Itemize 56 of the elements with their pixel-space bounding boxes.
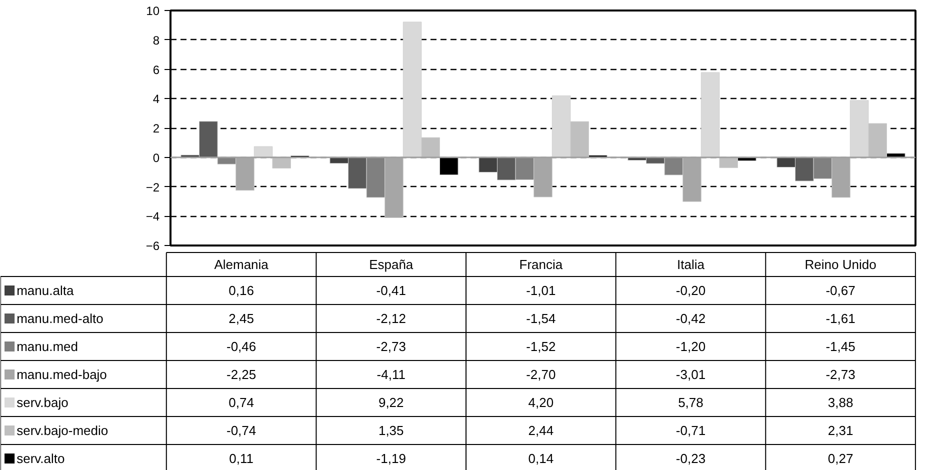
x-tick-label: España xyxy=(369,257,414,272)
data-label: -2,12 xyxy=(376,311,406,326)
legend-label: manu.med xyxy=(16,339,78,354)
data-label: 0,16 xyxy=(228,283,254,298)
data-label: 0,11 xyxy=(229,451,254,466)
data-label: -2,73 xyxy=(826,367,856,382)
x-tick-label: Reino Unido xyxy=(804,257,876,272)
data-label: 0,27 xyxy=(828,451,854,466)
data-label: -0,42 xyxy=(676,311,706,326)
y-tick-label: −2 xyxy=(146,180,160,194)
data-label: -1,61 xyxy=(826,311,856,326)
y-tick-label: 4 xyxy=(152,92,160,106)
data-label: 9,22 xyxy=(378,395,404,410)
data-label: -0,67 xyxy=(826,283,856,298)
data-label: -2,70 xyxy=(526,367,556,382)
x-tick-label: Francia xyxy=(519,257,564,272)
data-label: -0,74 xyxy=(226,423,256,438)
data-label: 0,14 xyxy=(528,451,554,466)
data-label: 0,74 xyxy=(228,395,254,410)
data-label: -1,19 xyxy=(376,451,406,466)
data-label: -0,41 xyxy=(376,283,406,298)
legend-label: manu.alta xyxy=(16,283,74,298)
legend-label: serv.bajo xyxy=(16,395,68,410)
data-label: 3,88 xyxy=(828,395,854,410)
data-label: 5,78 xyxy=(678,395,704,410)
legend-label: manu.med-bajo xyxy=(16,367,107,382)
legend-label: serv.alto xyxy=(16,451,65,466)
y-tick-label: 10 xyxy=(146,4,160,18)
data-label: -1,01 xyxy=(526,283,556,298)
data-label: -3,01 xyxy=(676,367,706,382)
data-label: -1,20 xyxy=(676,339,706,354)
data-label: -0,46 xyxy=(226,339,256,354)
y-tick-label: 6 xyxy=(152,62,160,77)
data-label: -1,52 xyxy=(526,339,556,354)
y-tick-label: −6 xyxy=(146,239,160,253)
data-label: 2,31 xyxy=(828,423,854,438)
data-label: -0,20 xyxy=(676,283,706,298)
y-tick-label: 8 xyxy=(152,33,160,48)
legend-label: serv.bajo-medio xyxy=(16,423,108,438)
data-label: -1,45 xyxy=(826,339,856,354)
data-label: -0,23 xyxy=(676,451,706,466)
x-tick-label: Italia xyxy=(677,257,706,272)
data-label: 4,20 xyxy=(528,395,554,410)
y-tick-label: −4 xyxy=(146,210,160,224)
data-label: 2,45 xyxy=(228,311,254,326)
legend-label: manu.med-alto xyxy=(16,311,104,326)
data-label: -1,54 xyxy=(526,311,556,326)
data-label: -0,71 xyxy=(676,423,706,438)
data-label: -4,11 xyxy=(376,367,406,382)
data-label: 1,35 xyxy=(378,423,404,438)
data-label: -2,73 xyxy=(376,339,406,354)
data-label: -2,25 xyxy=(226,367,256,382)
y-tick-label: 0 xyxy=(152,150,160,165)
x-tick-label: Alemania xyxy=(214,257,270,272)
y-tick-label: 2 xyxy=(152,122,160,136)
data-label: 2,44 xyxy=(528,423,554,438)
